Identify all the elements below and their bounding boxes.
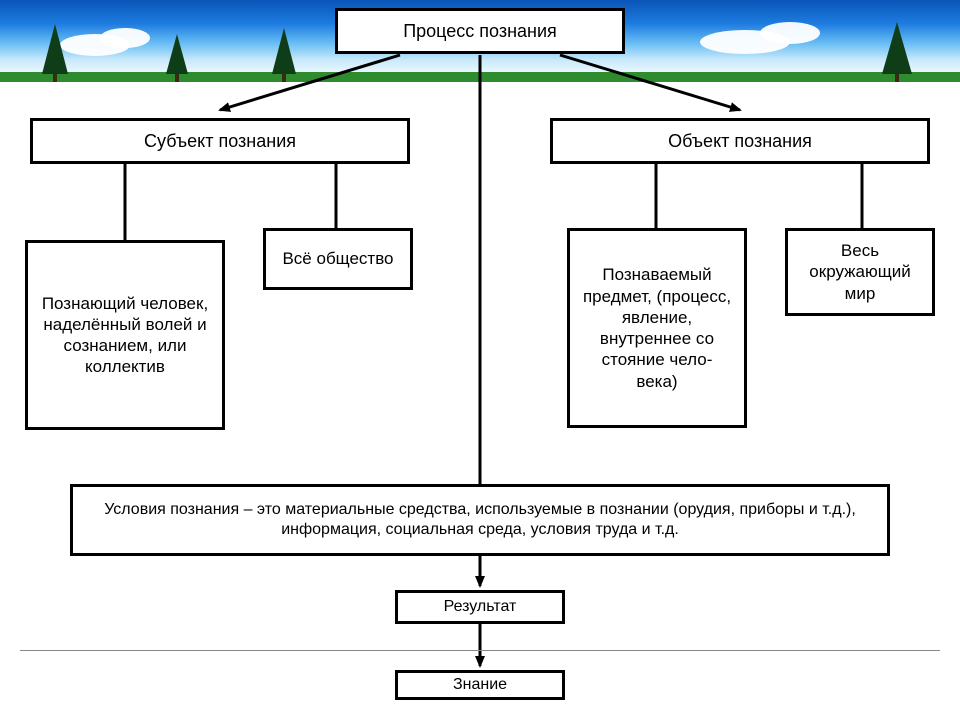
node-label: Процесс познания [403, 20, 557, 43]
node-label: Весь окружающий мир [798, 240, 922, 304]
node-subj_b: Всё общество [263, 228, 413, 290]
node-knowledge: Знание [395, 670, 565, 700]
node-label: Условия познания – это материальные сред… [83, 500, 877, 540]
node-label: Познающий человек, наделённый волей и со… [38, 293, 212, 378]
cloud [760, 22, 820, 44]
tree-icon [270, 24, 298, 82]
node-obj_b: Весь окружающий мир [785, 228, 935, 316]
node-label: Объект познания [668, 130, 812, 153]
cloud [100, 28, 150, 48]
node-label: Субъект познания [144, 130, 296, 153]
diagram-canvas: Процесс познания Субъект познания Объект п… [0, 0, 960, 720]
node-obj_a: Познаваемый предмет, (процесс, явление, … [567, 228, 747, 428]
node-subject: Субъект познания [30, 118, 410, 164]
node-label: Результат [444, 597, 517, 617]
node-subj_a: Познающий человек, наделённый волей и со… [25, 240, 225, 430]
grass-strip [0, 72, 960, 82]
node-root: Процесс познания [335, 8, 625, 54]
tree-icon [880, 18, 914, 82]
footer-divider [20, 650, 940, 651]
tree-icon [165, 32, 189, 82]
node-label: Знание [453, 675, 507, 695]
node-label: Познаваемый предмет, (процесс, явление, … [580, 264, 734, 392]
tree-icon [40, 20, 70, 82]
node-object: Объект познания [550, 118, 930, 164]
node-label: Всё общество [282, 248, 393, 269]
node-cond: Условия познания – это материальные сред… [70, 484, 890, 556]
node-result: Результат [395, 590, 565, 624]
